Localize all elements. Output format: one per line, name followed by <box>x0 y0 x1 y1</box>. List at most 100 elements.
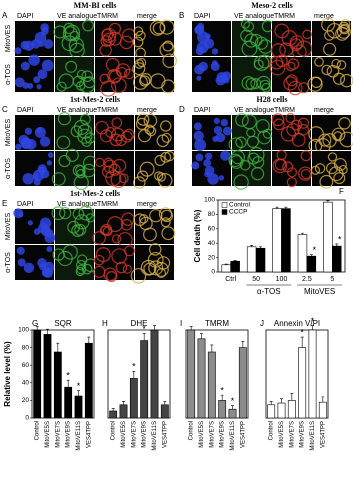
x-tick-label: MitoVE5S <box>45 421 51 448</box>
row-label: MitoVES <box>5 119 12 147</box>
column-label: VE analogue <box>57 201 97 208</box>
nucleus <box>218 175 225 181</box>
nucleus <box>23 262 35 273</box>
error-bar <box>46 328 49 335</box>
x-tick-label: 2.5 <box>302 276 312 283</box>
column-label: merge <box>137 13 157 20</box>
cell <box>241 76 256 90</box>
cell <box>53 25 67 39</box>
nucleus <box>46 160 52 166</box>
cell <box>322 133 337 148</box>
panel-title: 1st-Mes-2 cells <box>70 189 120 198</box>
panel-label: Annexin V/PI <box>274 319 320 328</box>
cell <box>100 223 113 236</box>
bar <box>323 201 333 273</box>
column-label: merge <box>314 13 334 20</box>
bar <box>238 347 247 419</box>
panel-letter: J <box>260 319 264 328</box>
nucleus <box>47 152 54 158</box>
panel-title: 1st-Mes-2 cells <box>70 95 120 104</box>
bar <box>306 255 317 273</box>
x-tick-label: VES4TPP <box>162 421 168 448</box>
micrograph <box>55 115 94 150</box>
cell <box>120 219 133 231</box>
cell <box>65 148 79 162</box>
cell <box>75 266 85 277</box>
significance: * <box>313 245 317 255</box>
nucleus <box>34 126 46 138</box>
cell <box>136 57 147 68</box>
plot-frame <box>107 329 171 419</box>
error-bar <box>163 400 167 405</box>
error-bar <box>269 400 273 405</box>
cell <box>95 247 111 263</box>
nucleus <box>39 217 52 229</box>
cell <box>321 17 336 32</box>
bar <box>84 342 93 419</box>
cell <box>272 158 288 174</box>
cell <box>261 82 272 93</box>
y-tick-label: 40 <box>208 240 216 247</box>
error-bar <box>153 325 156 330</box>
cell <box>77 124 93 139</box>
nucleus <box>197 22 205 30</box>
cell <box>111 117 123 129</box>
cell <box>241 40 258 57</box>
cell <box>282 161 294 173</box>
cell <box>133 176 146 189</box>
column-label: merge <box>137 107 157 114</box>
error-bar <box>224 263 228 265</box>
y-tick-label: 60 <box>208 226 216 233</box>
x-tick-label: MitoVE5S <box>199 421 205 448</box>
cell <box>110 127 125 142</box>
cell <box>78 205 94 221</box>
cell <box>103 267 118 282</box>
error-bar <box>233 260 237 262</box>
error-bar <box>231 405 234 410</box>
row-label: α-TOS <box>5 158 12 179</box>
cell <box>297 117 310 129</box>
cell <box>233 174 249 190</box>
panel-letter: A <box>2 11 8 20</box>
cell <box>81 263 93 275</box>
error-bar <box>132 371 136 379</box>
column-label: TMRM <box>97 107 118 114</box>
cell <box>139 75 151 87</box>
nucleus <box>43 39 54 49</box>
x-tick-label: MitoVE7S <box>289 421 295 448</box>
cell <box>287 80 303 96</box>
column-label: TMRM <box>274 13 295 20</box>
panel-letter: G <box>32 319 38 328</box>
nucleus <box>220 150 231 161</box>
cell <box>99 73 110 84</box>
cell <box>95 157 105 168</box>
cell <box>271 113 285 127</box>
error-bar <box>122 400 125 405</box>
nucleus <box>191 161 200 170</box>
cell <box>137 128 152 143</box>
nucleus <box>203 159 212 168</box>
panel-letter: C <box>2 105 8 114</box>
cell <box>135 30 146 41</box>
plot-frame <box>265 329 329 419</box>
cell <box>298 166 313 181</box>
column-label: TMRM <box>97 201 118 208</box>
micrograph <box>55 245 94 280</box>
cell <box>72 164 85 177</box>
cell <box>283 76 298 91</box>
cell <box>274 23 290 39</box>
cell <box>269 55 284 70</box>
cell <box>81 136 92 147</box>
cell <box>156 172 166 182</box>
x-tick-label: MitoVE9S <box>220 421 226 448</box>
significance: * <box>66 371 70 381</box>
cell <box>132 62 146 76</box>
cell <box>285 113 296 124</box>
y-axis-label: Relative level (%) <box>3 341 12 407</box>
cell <box>65 60 78 73</box>
y-tick-label: 80 <box>208 211 216 218</box>
cell <box>150 73 166 89</box>
nucleus <box>40 23 49 32</box>
nucleus <box>213 126 223 135</box>
cell <box>228 153 243 168</box>
